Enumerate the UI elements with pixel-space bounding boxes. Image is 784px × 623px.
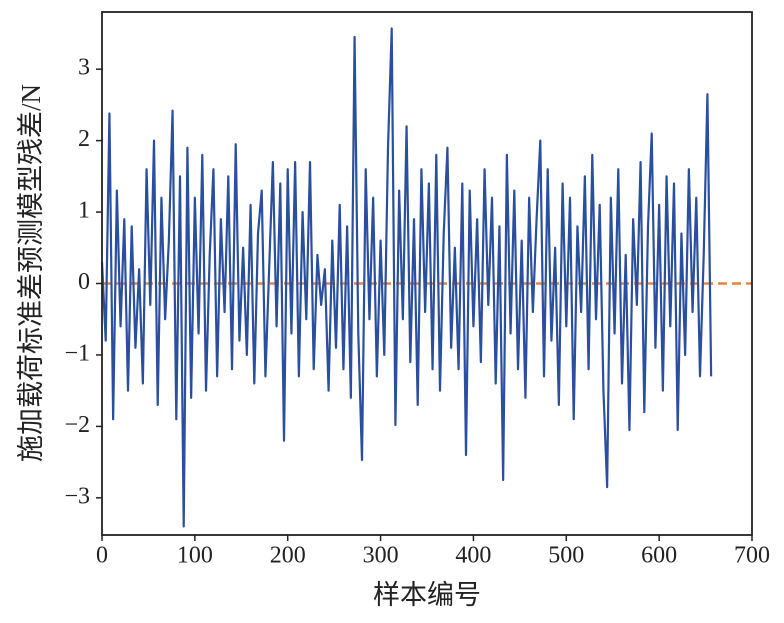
x-tick-label: 700	[734, 543, 770, 569]
x-tick-label: 300	[363, 543, 399, 569]
y-tick-label: −2	[64, 412, 90, 438]
y-tick-label: 2	[78, 126, 90, 152]
y-tick-label: 0	[78, 269, 90, 295]
x-tick-label: 200	[270, 543, 306, 569]
plot-frame	[101, 11, 753, 536]
x-tick-label: 0	[96, 543, 108, 569]
x-tick-label: 500	[548, 543, 584, 569]
y-tick-label: 1	[78, 198, 90, 224]
series-line	[100, 27, 713, 528]
x-tick-label: 400	[455, 543, 491, 569]
y-axis-label: 施加载荷标准差预测模型残差/N	[16, 84, 46, 462]
x-tick-label: 100	[177, 543, 213, 569]
x-tick-label: 600	[641, 543, 677, 569]
y-tick-label: −3	[64, 483, 90, 509]
x-axis-label: 样本编号	[373, 580, 481, 610]
y-tick-label: −1	[64, 340, 90, 366]
y-tick-label: 3	[78, 55, 90, 81]
